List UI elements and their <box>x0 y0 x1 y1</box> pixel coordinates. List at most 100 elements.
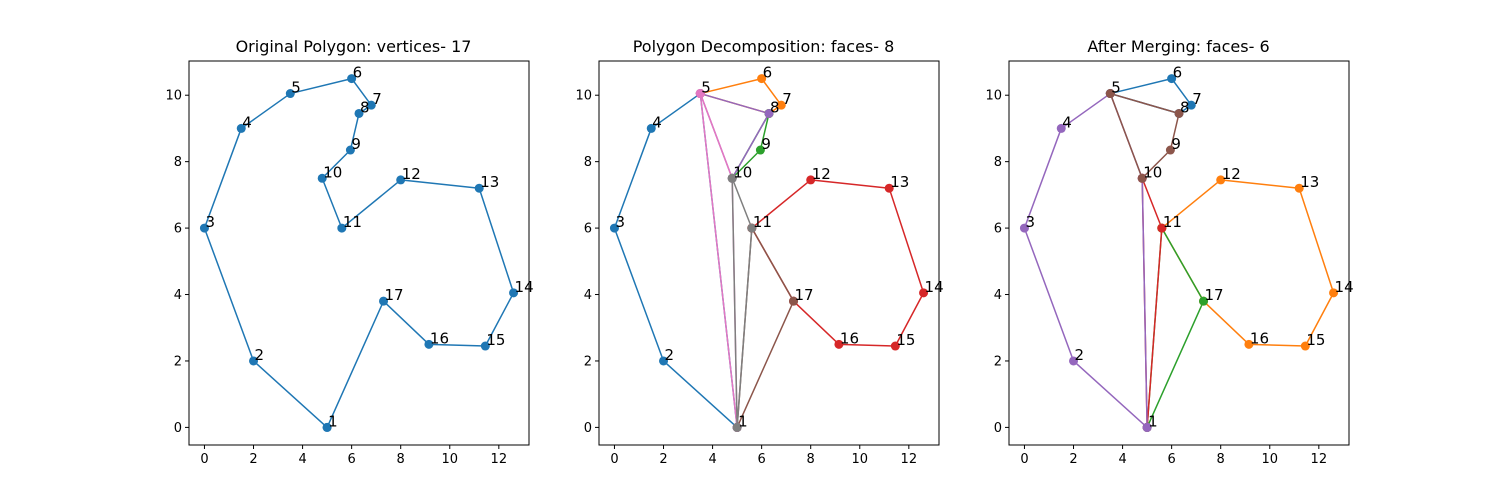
x-tick-label: 4 <box>1118 452 1126 467</box>
y-tick-label: 2 <box>584 354 592 369</box>
vertex-marker <box>776 100 786 110</box>
vertex-marker <box>1105 89 1115 99</box>
panel-title: Polygon Decomposition: faces- 8 <box>633 37 895 56</box>
y-tick-label: 2 <box>994 354 1002 369</box>
panel-title: Original Polygon: vertices- 17 <box>236 37 472 56</box>
vertex-marker <box>732 422 742 432</box>
x-tick-label: 10 <box>441 452 458 467</box>
vertex-label: 4 <box>1062 113 1072 131</box>
vertex-label: 4 <box>652 113 662 131</box>
vertex-label: 17 <box>795 286 814 304</box>
x-tick-label: 2 <box>1069 452 1077 467</box>
vertex-marker <box>509 288 519 298</box>
panel-polygon-decomposition: Polygon Decomposition: faces- 8 12345678… <box>575 37 943 467</box>
y-tick-label: 10 <box>985 89 1002 104</box>
x-tick-label: 2 <box>659 452 667 467</box>
vertex-marker <box>727 173 737 183</box>
vertex-label: 12 <box>1222 165 1241 183</box>
vertex-label: 15 <box>1306 331 1325 349</box>
y-tick-label: 10 <box>165 89 182 104</box>
y-tick-label: 0 <box>584 421 592 436</box>
vertex-marker <box>1216 175 1226 185</box>
vertex-label: 8 <box>360 98 370 116</box>
vertex-marker <box>249 356 259 366</box>
vertex-marker <box>1142 422 1152 432</box>
vertex-marker <box>1167 74 1177 84</box>
x-tick-label: 4 <box>298 452 306 467</box>
vertex-label: 12 <box>402 165 421 183</box>
vertex-label: 16 <box>430 329 449 347</box>
x-tick-label: 6 <box>348 452 356 467</box>
vertex-marker <box>757 74 767 84</box>
vertex-label: 13 <box>890 173 909 191</box>
vertex-marker <box>747 223 757 233</box>
vertex-label: 13 <box>480 173 499 191</box>
x-tick-label: 10 <box>1261 452 1278 467</box>
series-line <box>751 179 925 347</box>
vertex-marker <box>695 89 705 99</box>
vertex-marker <box>1157 223 1167 233</box>
vertex-marker <box>354 108 364 118</box>
vertex-marker <box>1294 183 1304 193</box>
y-tick-label: 6 <box>174 222 182 237</box>
vertex-marker <box>347 74 357 84</box>
y-tick-label: 4 <box>994 288 1002 303</box>
y-tick-label: 6 <box>584 222 592 237</box>
vertex-label: 14 <box>515 278 534 296</box>
vertex-marker <box>366 100 376 110</box>
vertex-label: 10 <box>733 163 752 181</box>
vertex-marker <box>396 175 406 185</box>
vertex-marker <box>609 223 619 233</box>
vertex-label: 16 <box>840 329 859 347</box>
vertex-label: 11 <box>1163 213 1182 231</box>
x-tick-label: 12 <box>491 452 508 467</box>
panel-original-polygon: Original Polygon: vertices- 17 123456789… <box>165 37 533 467</box>
vertex-label: 3 <box>615 213 625 231</box>
vertex-label: 4 <box>242 113 252 131</box>
vertex-marker <box>1186 100 1196 110</box>
vertex-marker <box>1329 288 1339 298</box>
vertex-label: 2 <box>1075 346 1085 364</box>
vertex-label: 1 <box>738 412 748 430</box>
series-line <box>1161 179 1335 347</box>
x-tick-label: 4 <box>708 452 716 467</box>
vertex-marker <box>474 183 484 193</box>
vertex-marker <box>322 422 332 432</box>
vertex-marker <box>755 145 765 155</box>
vertex-label: 6 <box>353 64 363 82</box>
vertex-marker <box>834 339 844 349</box>
vertex-label: 9 <box>761 135 771 153</box>
vertex-marker <box>1137 173 1147 183</box>
vertex-label: 14 <box>1335 278 1354 296</box>
vertex-marker <box>806 175 816 185</box>
vertex-marker <box>1174 108 1184 118</box>
vertex-label: 5 <box>1111 79 1121 97</box>
vertex-label: 15 <box>486 331 505 349</box>
vertex-marker <box>345 145 355 155</box>
vertex-label: 17 <box>385 286 404 304</box>
axes-frame <box>1008 60 1350 446</box>
vertex-label: 7 <box>782 90 792 108</box>
x-tick-label: 2 <box>249 452 257 467</box>
x-tick-label: 6 <box>1168 452 1176 467</box>
vertex-marker <box>1244 339 1254 349</box>
x-tick-label: 8 <box>397 452 405 467</box>
vertex-marker <box>890 341 900 351</box>
axes-frame <box>598 60 940 446</box>
vertex-label: 8 <box>770 98 780 116</box>
y-tick-label: 8 <box>994 155 1002 170</box>
vertex-label: 11 <box>753 213 772 231</box>
x-tick-label: 0 <box>1020 452 1028 467</box>
vertex-label: 3 <box>205 213 215 231</box>
vertex-label: 7 <box>1192 90 1202 108</box>
y-tick-label: 0 <box>174 421 182 436</box>
vertex-label: 2 <box>665 346 675 364</box>
vertex-marker <box>884 183 894 193</box>
vertex-marker <box>337 223 347 233</box>
vertex-marker <box>1019 223 1029 233</box>
x-tick-label: 6 <box>758 452 766 467</box>
vertex-marker <box>199 223 209 233</box>
vertex-marker <box>789 296 799 306</box>
